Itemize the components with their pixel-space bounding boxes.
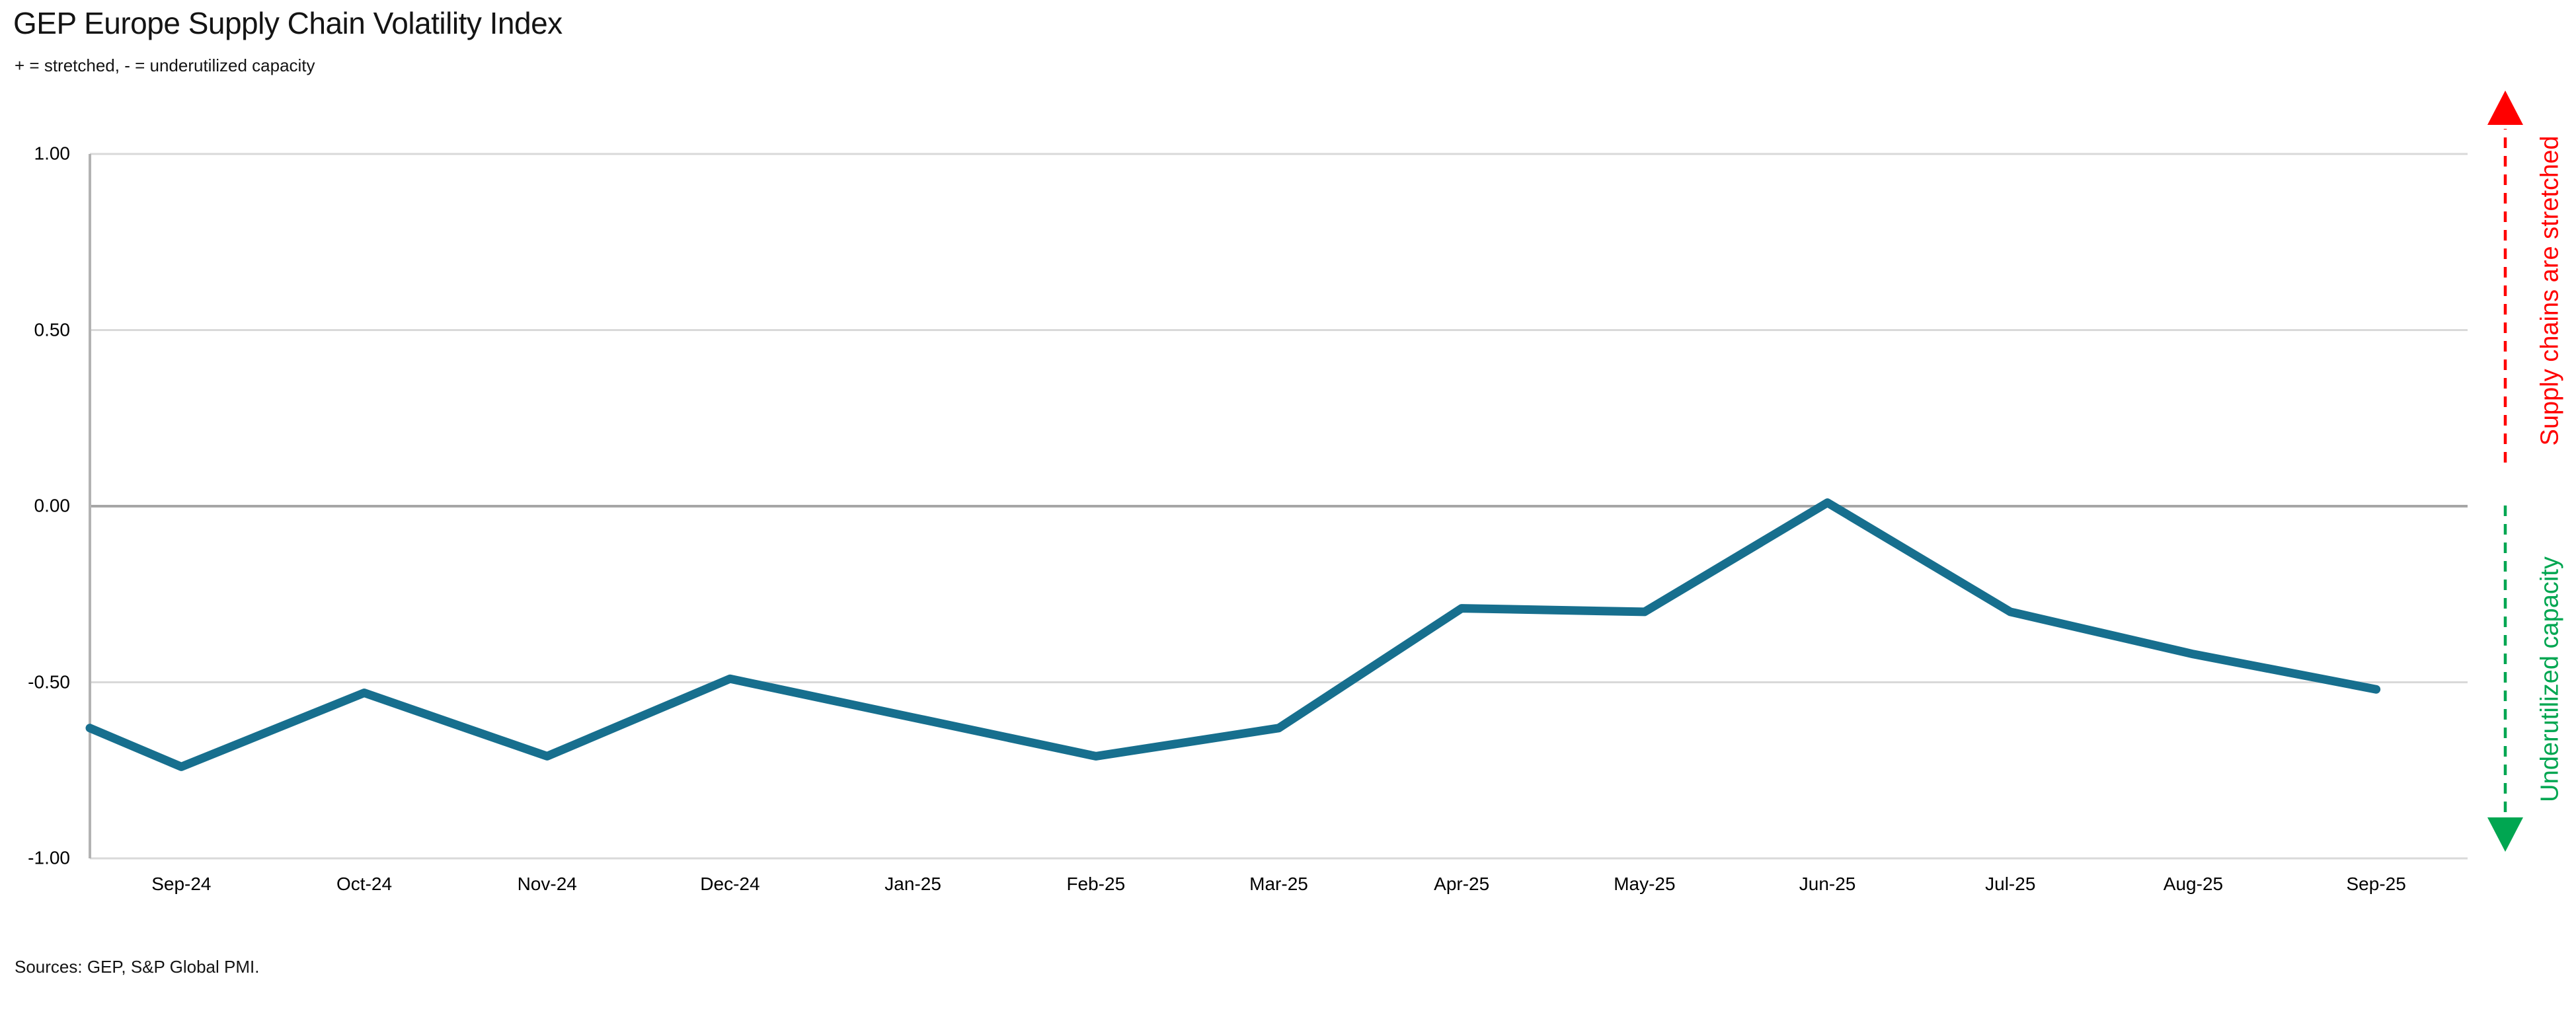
y-tick-label: -1.00: [28, 847, 70, 868]
x-tick-label: Oct-24: [336, 874, 393, 894]
y-axis-labels: 1.00 0.50 0.00 -0.50 -1.00: [0, 0, 90, 1013]
y-tick-label: 0.50: [34, 319, 71, 340]
gridlines: [90, 153, 2468, 860]
arrowhead-icon: [2487, 817, 2523, 852]
underutilized-arrow-down-icon: [2487, 506, 2523, 852]
annotation-supply-chains-stretched: Supply chains are stretched: [2536, 135, 2564, 446]
x-tick-label: Sep-25: [2346, 874, 2406, 894]
volatility-index-line: [85, 498, 2381, 771]
y-tick-label: 0.00: [34, 495, 71, 516]
x-tick-label: Jul-25: [1985, 874, 2036, 894]
arrowhead-icon: [2487, 91, 2523, 125]
x-tick-label: Apr-25: [1434, 874, 1490, 894]
y-tick-label: -0.50: [28, 671, 70, 692]
x-tick-label: Nov-24: [517, 874, 577, 894]
sources-note: Sources: GEP, S&P Global PMI.: [15, 957, 260, 977]
x-tick-label: Mar-25: [1249, 874, 1308, 894]
x-tick-label: Feb-25: [1066, 874, 1126, 894]
chart-subtitle: + = stretched, - = underutilized capacit…: [15, 56, 315, 75]
x-tick-label: Jun-25: [1799, 874, 1856, 894]
x-tick-label: May-25: [1614, 874, 1676, 894]
x-tick-label: Aug-25: [2163, 874, 2224, 894]
x-tick-label: Jan-25: [884, 874, 941, 894]
chart-title: GEP Europe Supply Chain Volatility Index: [13, 6, 563, 40]
annotation-underutilized-capacity: Underutilized capacity: [2536, 556, 2564, 802]
y-tick-label: 1.00: [34, 143, 71, 164]
stretched-arrow-up-icon: [2487, 91, 2523, 463]
x-tick-label: Dec-24: [700, 874, 760, 894]
x-tick-label: Sep-24: [151, 874, 212, 894]
